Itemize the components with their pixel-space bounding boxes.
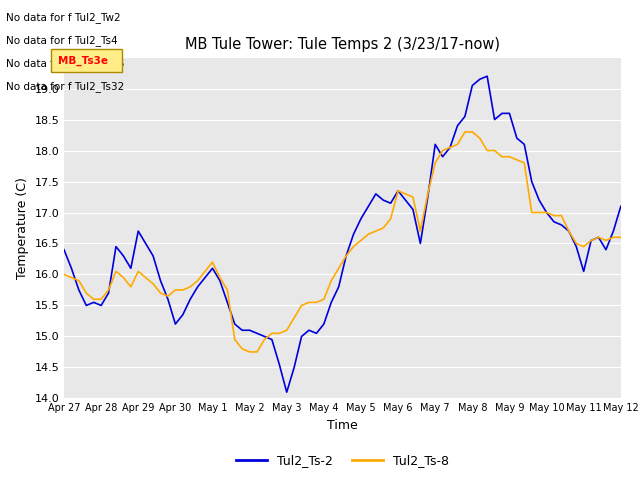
Legend: Tul2_Ts-2, Tul2_Ts-8: Tul2_Ts-2, Tul2_Ts-8	[231, 449, 454, 472]
Tul2_Ts-2	[283, 389, 291, 395]
Tul2_Ts-2	[483, 73, 491, 79]
Tul2_Ts-8	[424, 191, 431, 197]
Tul2_Ts-8	[260, 336, 268, 342]
Tul2_Ts-8	[520, 160, 528, 166]
Tul2_Ts-2	[424, 194, 431, 200]
Tul2_Ts-2	[60, 247, 68, 252]
Line: Tul2_Ts-2: Tul2_Ts-2	[64, 76, 621, 392]
Tul2_Ts-2	[253, 330, 261, 336]
Tul2_Ts-8	[617, 234, 625, 240]
Tul2_Ts-8	[439, 148, 447, 154]
X-axis label: Time: Time	[327, 419, 358, 432]
Text: No data for f Tul2_Tw2: No data for f Tul2_Tw2	[6, 12, 121, 23]
Tul2_Ts-8	[246, 349, 253, 355]
Text: No data for f Tul2_Ts16: No data for f Tul2_Ts16	[6, 58, 125, 69]
Y-axis label: Temperature (C): Temperature (C)	[16, 177, 29, 279]
Line: Tul2_Ts-8: Tul2_Ts-8	[64, 132, 621, 352]
Text: No data for f Tul2_Ts4: No data for f Tul2_Ts4	[6, 35, 118, 46]
Tul2_Ts-2	[357, 216, 365, 222]
Text: No data for f Tul2_Ts32: No data for f Tul2_Ts32	[6, 81, 125, 92]
Tul2_Ts-2	[617, 204, 625, 209]
Tul2_Ts-2	[520, 142, 528, 147]
Tul2_Ts-8	[112, 268, 120, 274]
Text: MB_Ts3e: MB_Ts3e	[58, 55, 108, 66]
Tul2_Ts-2	[112, 244, 120, 250]
Title: MB Tule Tower: Tule Temps 2 (3/23/17-now): MB Tule Tower: Tule Temps 2 (3/23/17-now…	[185, 37, 500, 52]
Tul2_Ts-8	[60, 272, 68, 277]
Tul2_Ts-2	[439, 154, 447, 160]
Tul2_Ts-8	[357, 238, 365, 243]
Tul2_Ts-8	[461, 129, 468, 135]
